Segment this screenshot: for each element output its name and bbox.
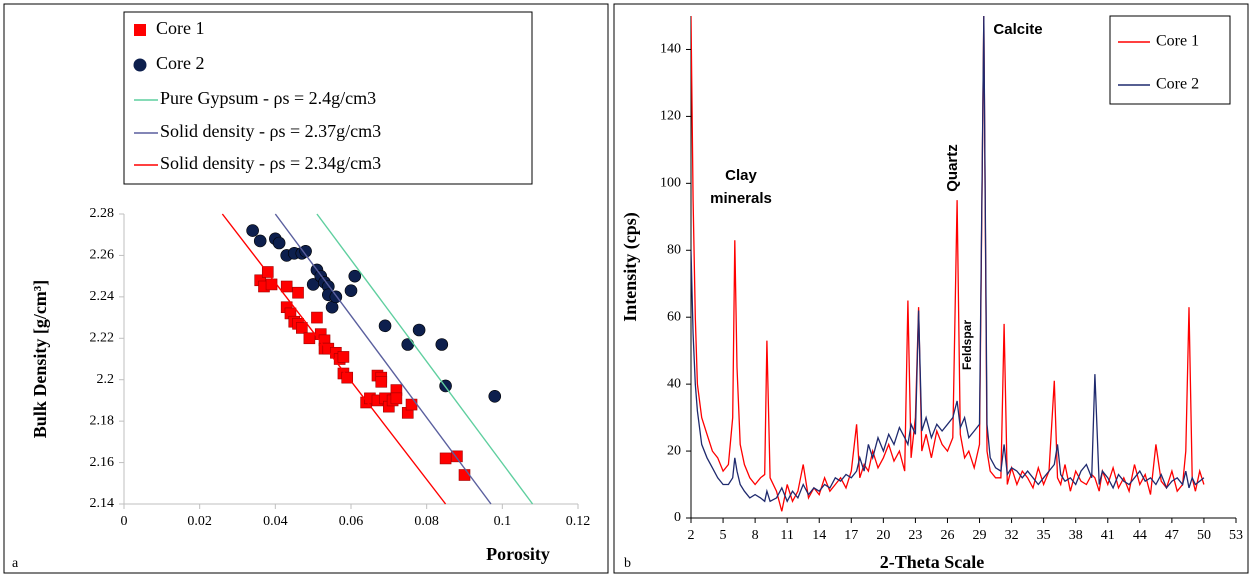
x-axis-title: Porosity xyxy=(486,544,550,564)
y-tick-label: 60 xyxy=(667,309,681,324)
x-axis-title: 2-Theta Scale xyxy=(880,552,984,572)
legend-marker xyxy=(134,24,146,36)
x-tick-label: 29 xyxy=(973,528,987,543)
x-tick-label: 14 xyxy=(812,528,826,543)
point xyxy=(451,450,463,463)
y-axis-title: Intensity (cps) xyxy=(620,212,641,322)
annotation: Calcite xyxy=(993,21,1042,38)
y-tick-label: 2.2 xyxy=(97,372,115,387)
series-line xyxy=(691,16,1205,512)
legend-label: Core 1 xyxy=(156,18,205,38)
x-tick-label: 0.12 xyxy=(566,514,591,529)
x-tick-label: 50 xyxy=(1197,528,1211,543)
x-tick-label: 11 xyxy=(780,528,793,543)
point xyxy=(296,322,308,334)
x-tick-label: 20 xyxy=(876,528,890,543)
point xyxy=(348,269,362,283)
panel-b-border xyxy=(613,3,1249,574)
point xyxy=(246,224,259,237)
reference-line xyxy=(274,213,492,505)
point xyxy=(272,236,286,250)
x-tick-label: 17 xyxy=(844,528,858,543)
point xyxy=(390,392,403,405)
plot-area xyxy=(691,16,1205,512)
y-tick-label: 140 xyxy=(660,42,681,57)
reference-line xyxy=(221,213,447,505)
x-tick-label: 0 xyxy=(121,514,128,529)
x-tick-label: 26 xyxy=(940,528,954,543)
y-tick-label: 20 xyxy=(667,443,681,458)
x-tick-label: 0.04 xyxy=(263,514,288,529)
legend-label: Pure Gypsum - ρs = 2.4g/cm3 xyxy=(160,88,376,108)
annotation: Quartz xyxy=(944,144,961,192)
annotation: Feldspar xyxy=(960,320,974,370)
y-tick-label: 2.18 xyxy=(90,413,115,428)
x-tick-label: 8 xyxy=(752,528,759,543)
x-tick-label: 0.06 xyxy=(339,514,364,529)
point xyxy=(401,338,415,351)
panel-label: a xyxy=(12,556,19,571)
x-tick-label: 0.1 xyxy=(494,514,512,529)
y-tick-label: 2.26 xyxy=(90,248,115,263)
point xyxy=(253,234,267,248)
y-tick-label: 2.16 xyxy=(90,455,115,470)
y-axis-title: Bulk Density [g/cm³] xyxy=(30,280,50,438)
legend-box xyxy=(123,11,533,185)
legend-box xyxy=(1109,15,1231,105)
point xyxy=(439,452,452,465)
legend-label: Core 1 xyxy=(1156,33,1199,50)
point xyxy=(405,398,418,411)
legend-label: Core 2 xyxy=(156,53,205,73)
x-tick-label: 41 xyxy=(1101,528,1115,543)
y-tick-label: 120 xyxy=(660,109,681,124)
x-tick-label: 0.08 xyxy=(414,514,439,529)
y-tick-label: 80 xyxy=(667,242,681,257)
x-tick-label: 38 xyxy=(1069,528,1083,543)
point xyxy=(435,338,449,351)
point xyxy=(292,286,304,299)
y-tick-label: 2.28 xyxy=(90,206,115,221)
point xyxy=(311,311,323,324)
x-tick-label: 32 xyxy=(1005,528,1019,543)
x-tick-label: 53 xyxy=(1229,528,1243,543)
point xyxy=(375,375,388,388)
x-tick-label: 35 xyxy=(1037,528,1051,543)
legend-label: Solid density - ρs = 2.37g/cm3 xyxy=(160,121,381,141)
series-line xyxy=(691,16,1205,503)
point xyxy=(344,284,358,297)
reference-line xyxy=(316,213,534,505)
point xyxy=(303,332,316,345)
x-tick-label: 2 xyxy=(688,528,695,543)
point xyxy=(265,278,278,291)
point xyxy=(412,323,426,337)
y-tick-label: 100 xyxy=(660,176,681,191)
point xyxy=(337,351,350,363)
legend-marker xyxy=(133,58,147,72)
legend-label: Core 2 xyxy=(1156,76,1199,93)
point xyxy=(299,244,312,258)
y-tick-label: 2.24 xyxy=(90,289,115,304)
point xyxy=(341,371,354,384)
point xyxy=(458,469,471,481)
y-tick-label: 0 xyxy=(674,510,681,525)
x-tick-label: 23 xyxy=(908,528,922,543)
x-tick-label: 47 xyxy=(1165,528,1179,543)
y-tick-label: 2.14 xyxy=(90,496,115,511)
y-tick-label: 2.22 xyxy=(90,331,115,346)
x-tick-label: 44 xyxy=(1133,528,1147,543)
point xyxy=(280,280,293,293)
annotation: minerals xyxy=(710,190,772,207)
x-tick-label: 5 xyxy=(720,528,727,543)
point xyxy=(378,319,392,333)
panel-a-border xyxy=(3,3,609,574)
annotation: Clay xyxy=(725,167,757,184)
legend-label: Solid density - ρs = 2.34g/cm3 xyxy=(160,153,381,173)
panel-label: b xyxy=(624,556,631,571)
x-tick-label: 0.02 xyxy=(187,514,212,529)
y-tick-label: 40 xyxy=(667,376,681,391)
point xyxy=(488,389,502,403)
